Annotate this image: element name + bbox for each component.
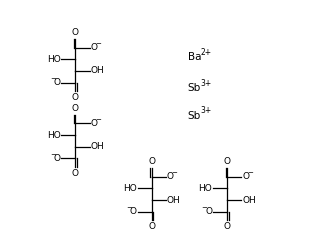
Text: HO: HO xyxy=(198,184,212,193)
Text: O: O xyxy=(149,158,156,167)
Text: OH: OH xyxy=(91,142,104,151)
Text: O: O xyxy=(205,207,212,216)
Text: O: O xyxy=(167,172,174,181)
Text: O: O xyxy=(72,28,79,37)
Text: Sb: Sb xyxy=(188,111,201,121)
Text: −: − xyxy=(50,76,56,82)
Text: O: O xyxy=(224,158,231,167)
Text: O: O xyxy=(149,222,156,231)
Text: O: O xyxy=(242,172,249,181)
Text: OH: OH xyxy=(167,196,181,205)
Text: −: − xyxy=(95,117,101,123)
Text: HO: HO xyxy=(47,131,60,140)
Text: O: O xyxy=(130,207,137,216)
Text: 3+: 3+ xyxy=(200,79,212,88)
Text: HO: HO xyxy=(47,55,60,64)
Text: −: − xyxy=(126,205,132,211)
Text: −: − xyxy=(172,170,177,176)
Text: O: O xyxy=(224,222,231,231)
Text: 3+: 3+ xyxy=(200,106,212,115)
Text: O: O xyxy=(91,119,98,128)
Text: Sb: Sb xyxy=(188,83,201,93)
Text: OH: OH xyxy=(242,196,256,205)
Text: Ba: Ba xyxy=(188,52,201,62)
Text: O: O xyxy=(72,93,79,102)
Text: OH: OH xyxy=(91,67,104,76)
Text: 2+: 2+ xyxy=(200,48,211,57)
Text: O: O xyxy=(72,169,79,178)
Text: O: O xyxy=(53,78,60,87)
Text: O: O xyxy=(91,43,98,52)
Text: O: O xyxy=(72,104,79,113)
Text: O: O xyxy=(53,154,60,163)
Text: −: − xyxy=(95,41,101,47)
Text: −: − xyxy=(50,152,56,158)
Text: HO: HO xyxy=(123,184,137,193)
Text: −: − xyxy=(202,205,207,211)
Text: −: − xyxy=(247,170,252,176)
